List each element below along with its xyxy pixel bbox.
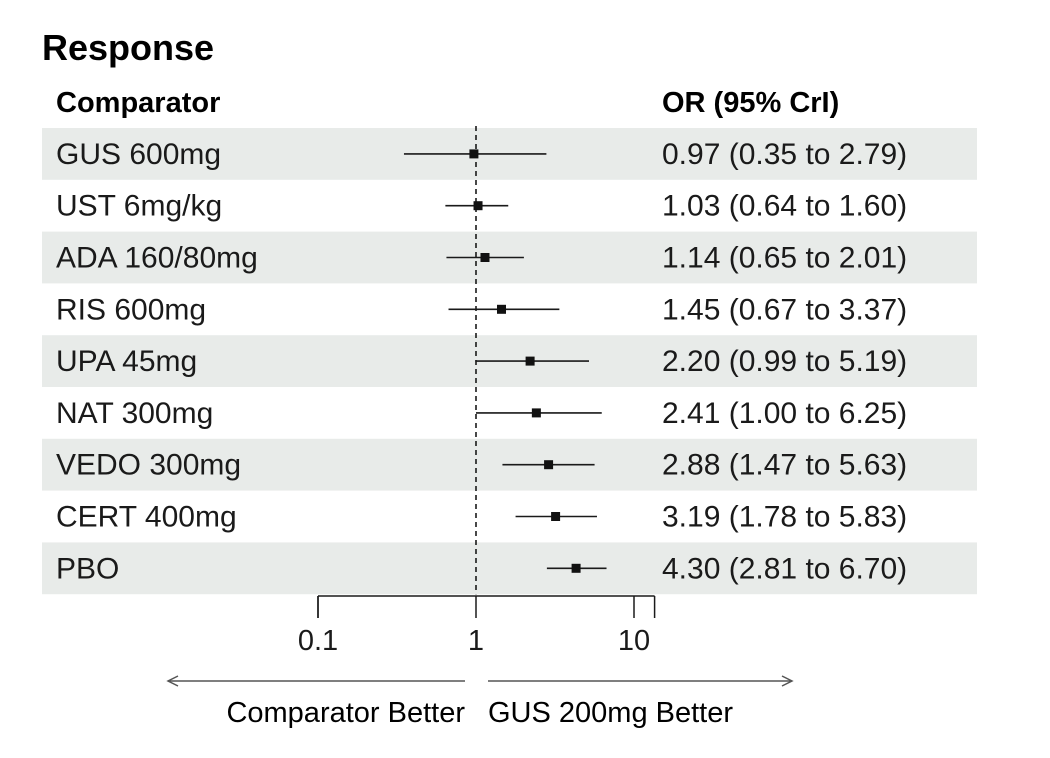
comparator-label: NAT 300mg bbox=[56, 397, 213, 430]
or-column-header: OR (95% CrI) bbox=[662, 87, 839, 119]
point-estimate bbox=[496, 304, 506, 314]
comparator-better-label: Comparator Better bbox=[226, 697, 465, 729]
comparator-column-header: Comparator bbox=[56, 87, 220, 119]
point-estimate bbox=[551, 512, 561, 521]
or-ci-text: 1.45 (0.67 to 3.37) bbox=[662, 293, 907, 326]
x-tick-label: 10 bbox=[618, 625, 650, 657]
or-ci-text: 1.03 (0.64 to 1.60) bbox=[662, 190, 907, 223]
row-band bbox=[42, 542, 977, 595]
point-estimate bbox=[525, 356, 535, 366]
comparator-label: CERT 400mg bbox=[56, 501, 237, 534]
forest-row: UST 6mg/kg 1.03 (0.64 to 1.60) bbox=[56, 190, 907, 223]
forest-row: PBO 4.30 (2.81 to 6.70) bbox=[56, 552, 907, 585]
rows: GUS 600mg 0.97 (0.35 to 2.79) UST 6mg/kg 1.… bbox=[56, 138, 907, 585]
point-estimate bbox=[571, 563, 581, 573]
x-axis: 0.1 1 10 bbox=[298, 595, 656, 657]
or-ci-text: 1.14 (0.65 to 2.01) bbox=[662, 242, 907, 275]
comparator-label: RIS 600mg bbox=[56, 293, 206, 326]
gus-better-arrowhead bbox=[781, 675, 794, 687]
comparator-label: UPA 45mg bbox=[56, 345, 197, 378]
or-ci-text: 3.19 (1.78 to 5.83) bbox=[662, 501, 907, 534]
or-ci-text: 0.97 (0.35 to 2.79) bbox=[662, 138, 907, 171]
gus-better-label: GUS 200mg Better bbox=[488, 697, 733, 729]
forest-row: UPA 45mg 2.20 (0.99 to 5.19) bbox=[56, 345, 907, 378]
comparator-label: VEDO 300mg bbox=[56, 449, 241, 482]
comparator-better-arrowhead bbox=[166, 675, 179, 687]
x-tick-label: 0.1 bbox=[298, 625, 338, 657]
point-estimate bbox=[469, 149, 479, 159]
direction-annotations: Comparator Better GUS 200mg Better bbox=[166, 675, 794, 729]
comparator-label: UST 6mg/kg bbox=[56, 190, 222, 223]
comparator-label: GUS 600mg bbox=[56, 138, 221, 171]
x-tick-label: 1 bbox=[468, 625, 484, 657]
or-ci-text: 4.30 (2.81 to 6.70) bbox=[662, 552, 907, 585]
forest-row: NAT 300mg 2.41 (1.00 to 6.25) bbox=[56, 397, 907, 430]
forest-row: ADA 160/80mg 1.14 (0.65 to 2.01) bbox=[56, 242, 907, 275]
point-estimate bbox=[473, 201, 483, 211]
comparator-label: PBO bbox=[56, 552, 119, 585]
or-ci-text: 2.20 (0.99 to 5.19) bbox=[662, 345, 907, 378]
comparator-label: ADA 160/80mg bbox=[56, 242, 258, 275]
chart-title: Response bbox=[42, 27, 214, 68]
forest-row: GUS 600mg 0.97 (0.35 to 2.79) bbox=[56, 138, 907, 171]
point-estimate bbox=[531, 408, 541, 418]
forest-row: RIS 600mg 1.45 (0.67 to 3.37) bbox=[56, 293, 907, 326]
or-ci-text: 2.88 (1.47 to 5.63) bbox=[662, 449, 907, 482]
point-estimate bbox=[544, 460, 554, 470]
or-ci-text: 2.41 (1.00 to 6.25) bbox=[662, 397, 907, 430]
point-estimate bbox=[480, 253, 490, 262]
forest-row: CERT 400mg 3.19 (1.78 to 5.83) bbox=[56, 501, 907, 534]
forest-row: VEDO 300mg 2.88 (1.47 to 5.63) bbox=[56, 449, 907, 482]
